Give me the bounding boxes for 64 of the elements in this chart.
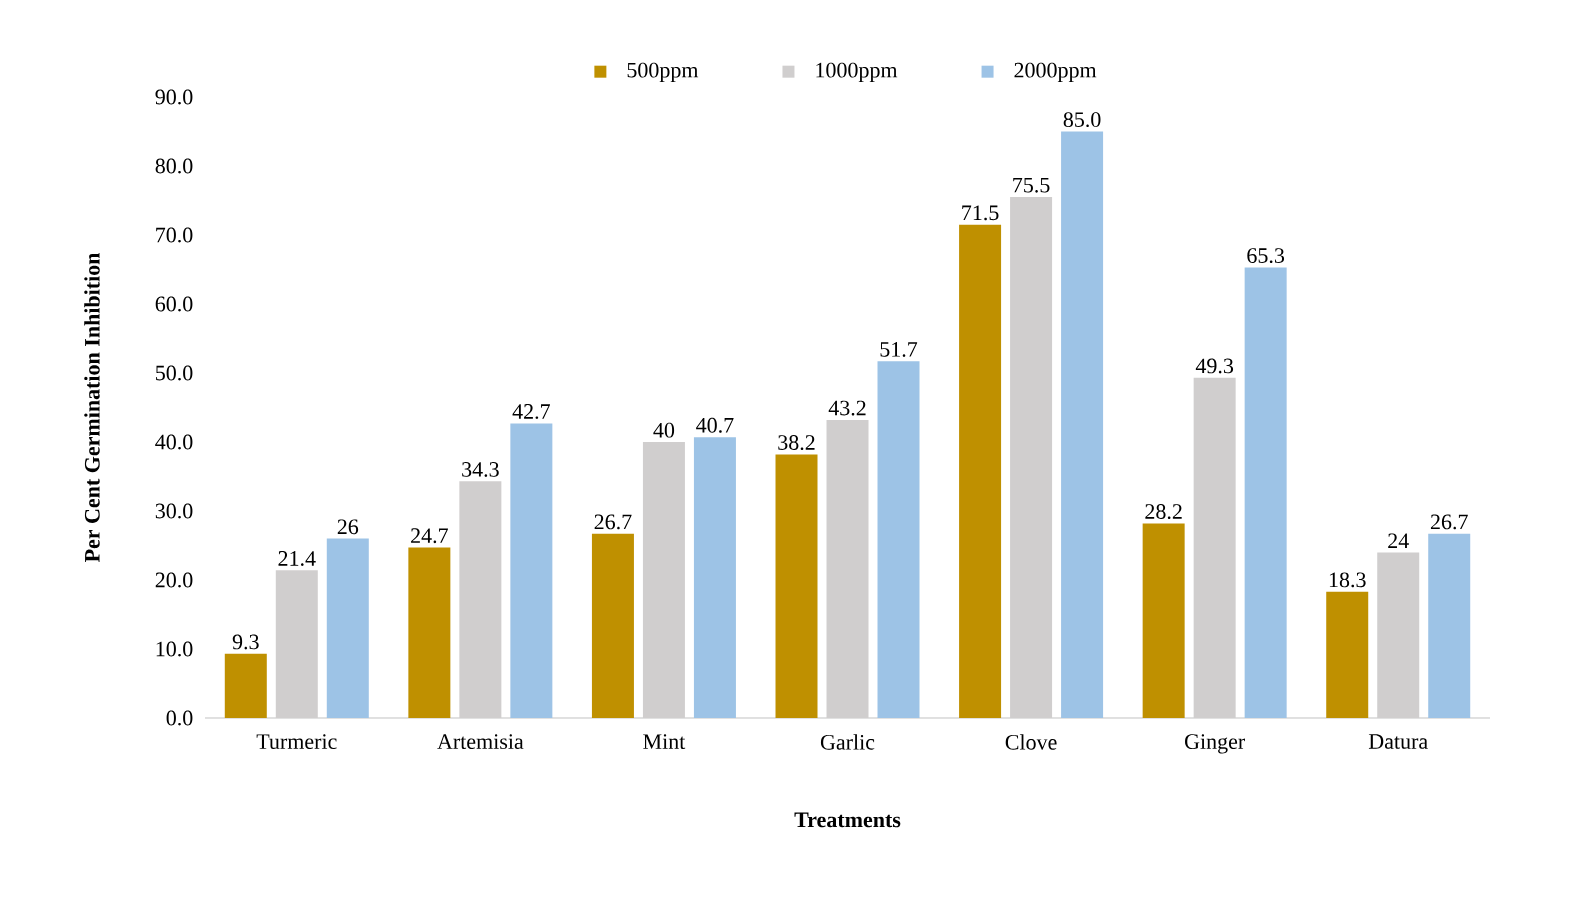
y-tick-label: 90.0 (155, 89, 193, 105)
bar (224, 653, 267, 718)
x-tick-label: Garlic (820, 734, 875, 750)
bar (1010, 197, 1053, 718)
y-tick-label: 70.0 (156, 227, 193, 243)
bar (693, 437, 736, 718)
data-label: 71.5 (962, 205, 999, 221)
y-tick-label: 40.0 (155, 434, 193, 450)
data-label: 65.3 (1247, 248, 1285, 264)
data-label: 24.7 (411, 528, 448, 544)
bar (408, 547, 451, 718)
data-label: 26.7 (594, 514, 632, 530)
bar (877, 361, 920, 718)
bar (326, 538, 369, 718)
bar (1061, 131, 1104, 718)
y-tick-label: 30.0 (155, 503, 193, 519)
data-label: 49.3 (1195, 358, 1234, 374)
data-label: 85.0 (1063, 112, 1101, 128)
legend-label: 1000ppm (816, 62, 898, 83)
y-tick-label: 0.0 (166, 710, 193, 726)
bar (1377, 552, 1420, 718)
bar (642, 442, 685, 718)
bar (591, 533, 634, 718)
y-tick-label: 80.0 (155, 158, 193, 174)
data-label: 9.3 (232, 634, 259, 650)
bar (775, 454, 818, 718)
data-label: 28.2 (1145, 504, 1182, 520)
x-tick-label: Ginger (1185, 734, 1245, 754)
data-label: 40 (653, 422, 675, 438)
x-axis-title: Treatments (794, 812, 901, 828)
x-tick-label: Artemisia (437, 734, 524, 750)
x-tick-label: Clove (1005, 734, 1057, 750)
data-label: 38.2 (778, 435, 815, 451)
data-label: 24 (1388, 533, 1409, 548)
data-label: 21.4 (278, 551, 316, 566)
bar (459, 481, 502, 718)
data-label: 42.7 (512, 404, 550, 419)
data-label: 34.3 (462, 462, 499, 477)
x-tick-label: Datura (1368, 734, 1428, 749)
y-axis-title: Per Cent Germination Inhibition (84, 252, 100, 563)
legend-label: 500ppm (627, 62, 699, 83)
x-tick-label: Mint (643, 734, 686, 750)
y-tick-label: 50.0 (156, 365, 193, 381)
data-label: 18.3 (1329, 572, 1366, 588)
data-label: 26 (337, 519, 359, 535)
bar (275, 570, 318, 718)
bar (510, 423, 553, 718)
bar (959, 224, 1002, 718)
y-tick-label: 10.0 (156, 641, 193, 657)
bar (1428, 533, 1471, 718)
y-tick-label: 60.0 (155, 296, 193, 312)
bar (1142, 523, 1185, 718)
data-label: 75.5 (1013, 177, 1050, 193)
legend-label: 2000ppm (1014, 62, 1097, 83)
bar (1326, 591, 1369, 718)
x-tick-label: Turmeric (256, 734, 337, 750)
data-label: 40.7 (696, 417, 734, 433)
data-label: 26.7 (1430, 514, 1468, 530)
data-label: 51.7 (880, 342, 918, 357)
y-tick-label: 20.0 (155, 572, 193, 588)
data-label: 43.2 (828, 400, 866, 416)
bar (1244, 267, 1287, 718)
bar (826, 419, 869, 718)
bar (1193, 377, 1236, 718)
